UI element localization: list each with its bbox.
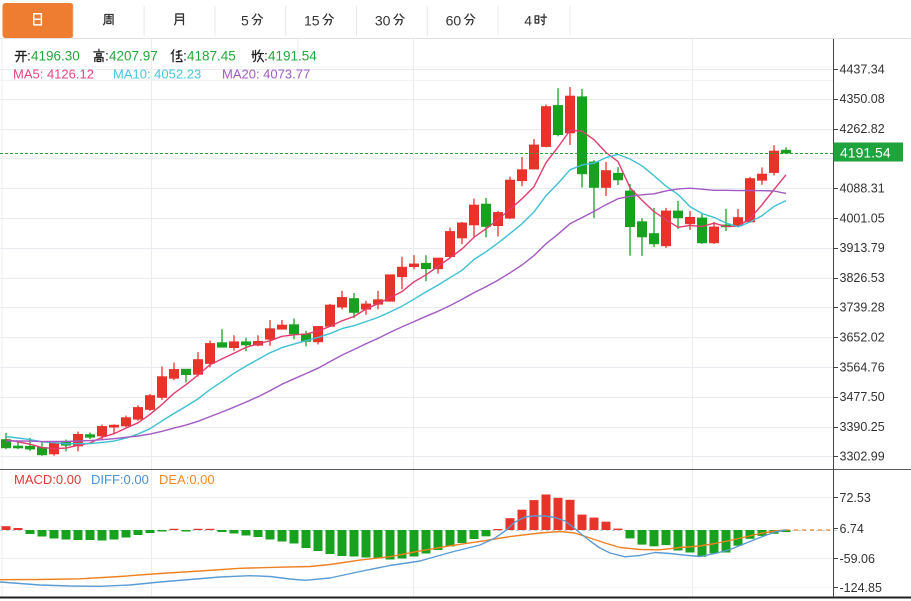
svg-text:3652.02: 3652.02 bbox=[840, 331, 885, 345]
svg-text::: : bbox=[183, 48, 187, 64]
svg-text:4262.82: 4262.82 bbox=[840, 122, 885, 136]
svg-text::: : bbox=[105, 48, 109, 64]
svg-text::: : bbox=[264, 48, 268, 64]
svg-text:DEA:0.00: DEA:0.00 bbox=[159, 472, 215, 487]
svg-text:-124.85: -124.85 bbox=[840, 581, 882, 595]
svg-text:72.53: 72.53 bbox=[840, 491, 871, 505]
svg-text:4001.05: 4001.05 bbox=[840, 211, 885, 225]
svg-text:15: 15 bbox=[304, 13, 320, 29]
svg-text:3564.76: 3564.76 bbox=[840, 360, 885, 374]
svg-text:MA20: 4073.77: MA20: 4073.77 bbox=[222, 67, 310, 82]
svg-text:3739.28: 3739.28 bbox=[840, 301, 885, 315]
svg-text:MA10: 4052.23: MA10: 4052.23 bbox=[113, 67, 201, 82]
svg-text:4187.45: 4187.45 bbox=[187, 49, 236, 64]
svg-text:4196.30: 4196.30 bbox=[31, 49, 80, 64]
svg-text:DIFF:0.00: DIFF:0.00 bbox=[91, 472, 149, 487]
svg-text:4191.54: 4191.54 bbox=[840, 144, 891, 160]
svg-text:4350.08: 4350.08 bbox=[840, 92, 885, 106]
svg-text:3390.25: 3390.25 bbox=[840, 420, 885, 434]
svg-text:4207.97: 4207.97 bbox=[109, 49, 158, 64]
svg-text:60: 60 bbox=[446, 13, 462, 29]
svg-text:5: 5 bbox=[241, 13, 249, 29]
svg-text:3302.99: 3302.99 bbox=[840, 450, 885, 464]
svg-text:MACD:0.00: MACD:0.00 bbox=[14, 472, 81, 487]
svg-text:MA5: 4126.12: MA5: 4126.12 bbox=[13, 67, 94, 82]
svg-text:4088.31: 4088.31 bbox=[840, 182, 885, 196]
svg-text:4437.34: 4437.34 bbox=[840, 62, 885, 76]
svg-text:6.74: 6.74 bbox=[840, 522, 864, 536]
svg-text:3913.79: 3913.79 bbox=[840, 241, 885, 255]
svg-text:-59.06: -59.06 bbox=[840, 552, 875, 566]
svg-text:3826.53: 3826.53 bbox=[840, 271, 885, 285]
svg-text:3477.50: 3477.50 bbox=[840, 390, 885, 404]
svg-text::: : bbox=[27, 48, 31, 64]
svg-text:4: 4 bbox=[524, 13, 532, 29]
svg-text:4191.54: 4191.54 bbox=[268, 49, 317, 64]
svg-text:30: 30 bbox=[375, 13, 391, 29]
